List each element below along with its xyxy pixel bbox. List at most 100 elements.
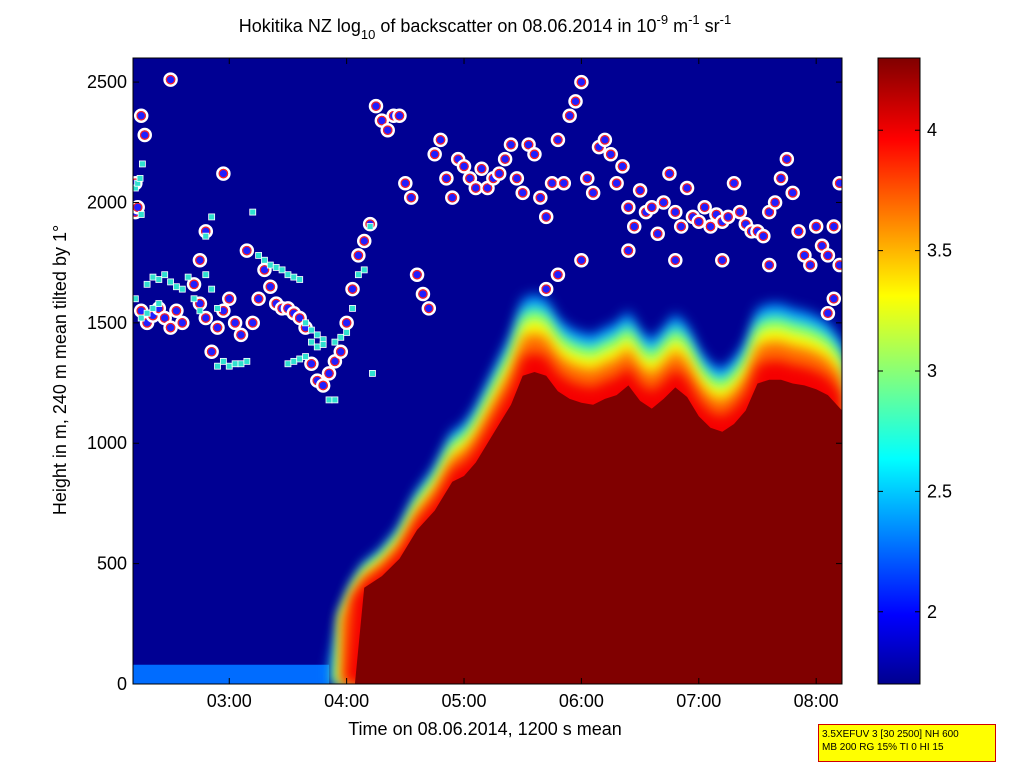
layer-marker-ring [165,322,176,333]
layer-marker-ring [177,318,188,328]
layer-marker-ring [576,255,587,266]
cloud-base-marker [343,329,351,336]
cloud-base-marker [266,261,274,269]
layer-marker-ring [335,346,346,357]
cloud-base-marker [290,273,298,281]
cloud-base-marker [208,213,216,221]
layer-marker-ring [535,192,546,203]
layer-marker-ring [635,185,645,196]
cloud-base-marker [138,160,146,168]
layer-marker-ring [347,284,358,294]
info-box: 3.5XEFUV 3 [30 2500] NH 600 MB 200 RG 15… [818,724,996,762]
cloud-base-marker [278,266,286,274]
cloud-base-marker [202,232,210,240]
layer-marker-ring [341,318,352,328]
layer-marker-ring [165,74,176,85]
y-tick-label: 500 [97,554,127,574]
layer-marker-ring [447,192,458,203]
layer-marker-ring [441,173,452,184]
layer-marker-ring [799,250,810,261]
layer-marker-ring [553,269,563,280]
layer-marker-ring [658,197,669,208]
layer-marker-ring [294,313,305,323]
layer-marker-ring [506,139,516,150]
x-axis: 03:00 04:00 05:00 06:00 07:00 08:00 [207,58,839,711]
layer-marker-ring [811,221,821,232]
layer-marker-ring [418,289,428,299]
layer-marker-ring [787,188,798,198]
boundary-layer [329,294,842,684]
x-axis-label: Time on 08.06.2014, 1200 s mean [348,719,622,739]
info-line-1: 3.5XEFUV 3 [30 2500] NH 600 [822,729,959,740]
y-axis-label: Height in m, 240 m mean tilted by 1° [50,225,70,515]
cloud-base-marker [331,396,339,404]
cloud-base-marker [137,211,145,218]
cloud-base-marker [155,276,163,283]
cloud-base-marker [308,338,315,346]
layer-marker-ring [705,221,716,232]
layer-marker-ring [834,178,842,188]
layer-marker-ring [212,322,223,333]
layer-marker-ring [377,115,387,126]
layer-marker-ring [465,173,475,184]
aerosol-layer-markers [133,72,842,393]
x-tick-label: 03:00 [207,691,252,711]
layer-marker-ring [259,265,270,275]
cloud-base-marker [249,208,257,216]
cloud-base-marker [243,357,251,365]
cloud-base-marker [369,370,376,377]
cloud-base-marker [290,357,298,365]
layer-marker-ring [823,308,833,319]
cloud-base-marker [296,355,304,363]
layer-marker-ring [617,161,628,172]
x-tick-label: 07:00 [676,691,721,711]
layer-marker-ring [699,202,710,213]
layer-marker-ring [723,212,733,222]
layer-marker-ring [512,173,522,184]
layer-marker-ring [224,293,235,304]
layer-marker-ring [729,178,739,188]
layer-marker-ring [793,226,804,237]
cloud-base-marker [302,353,309,360]
layer-marker-ring [476,163,487,174]
plot-area [133,58,842,684]
cloud-base-marker [143,309,151,317]
cloud-base-marker [137,314,145,322]
layer-marker-ring [412,269,422,280]
cloud-base-marker [219,357,227,365]
layer-marker-ring [758,231,769,241]
y-tick-label: 0 [117,674,127,694]
layer-marker-ring [459,161,469,172]
layer-marker-ring [570,96,581,107]
layer-marker-ring [253,293,264,304]
layer-marker-ring [353,250,364,261]
colorbar-tick-label: 2.5 [927,481,952,501]
cloud-base-marker [349,304,356,312]
cloud-base-marker [284,360,292,368]
cloud-base-marker [214,362,221,370]
layer-marker-ring [236,330,246,340]
layer-marker-ring [500,154,510,164]
layer-marker-ring [647,202,657,213]
colorbar-tick-label: 3.5 [927,241,952,261]
layer-marker-ring [382,125,393,136]
cloud-base-marker [196,307,204,315]
cloud-base-marker [319,341,327,348]
layer-marker-ring [588,188,598,198]
cloud-base-marker [237,360,245,368]
cloud-base-marker [173,283,180,291]
layer-marker-ring [470,183,481,193]
layer-marker-ring [394,110,405,121]
cloud-base-marker [296,276,304,283]
cloud-base-marker [313,343,321,351]
layer-marker-ring [324,368,334,379]
y-tick-label: 1000 [87,433,127,453]
layer-marker-ring [541,284,551,294]
layer-marker-ring [218,168,229,179]
cloud-base-marker [167,278,174,286]
boundary-layer-band [354,372,842,684]
cloud-base-marker [337,333,345,341]
cloud-base-marker [325,396,333,404]
layer-marker-ring [805,260,816,270]
layer-marker-ring [682,183,692,193]
